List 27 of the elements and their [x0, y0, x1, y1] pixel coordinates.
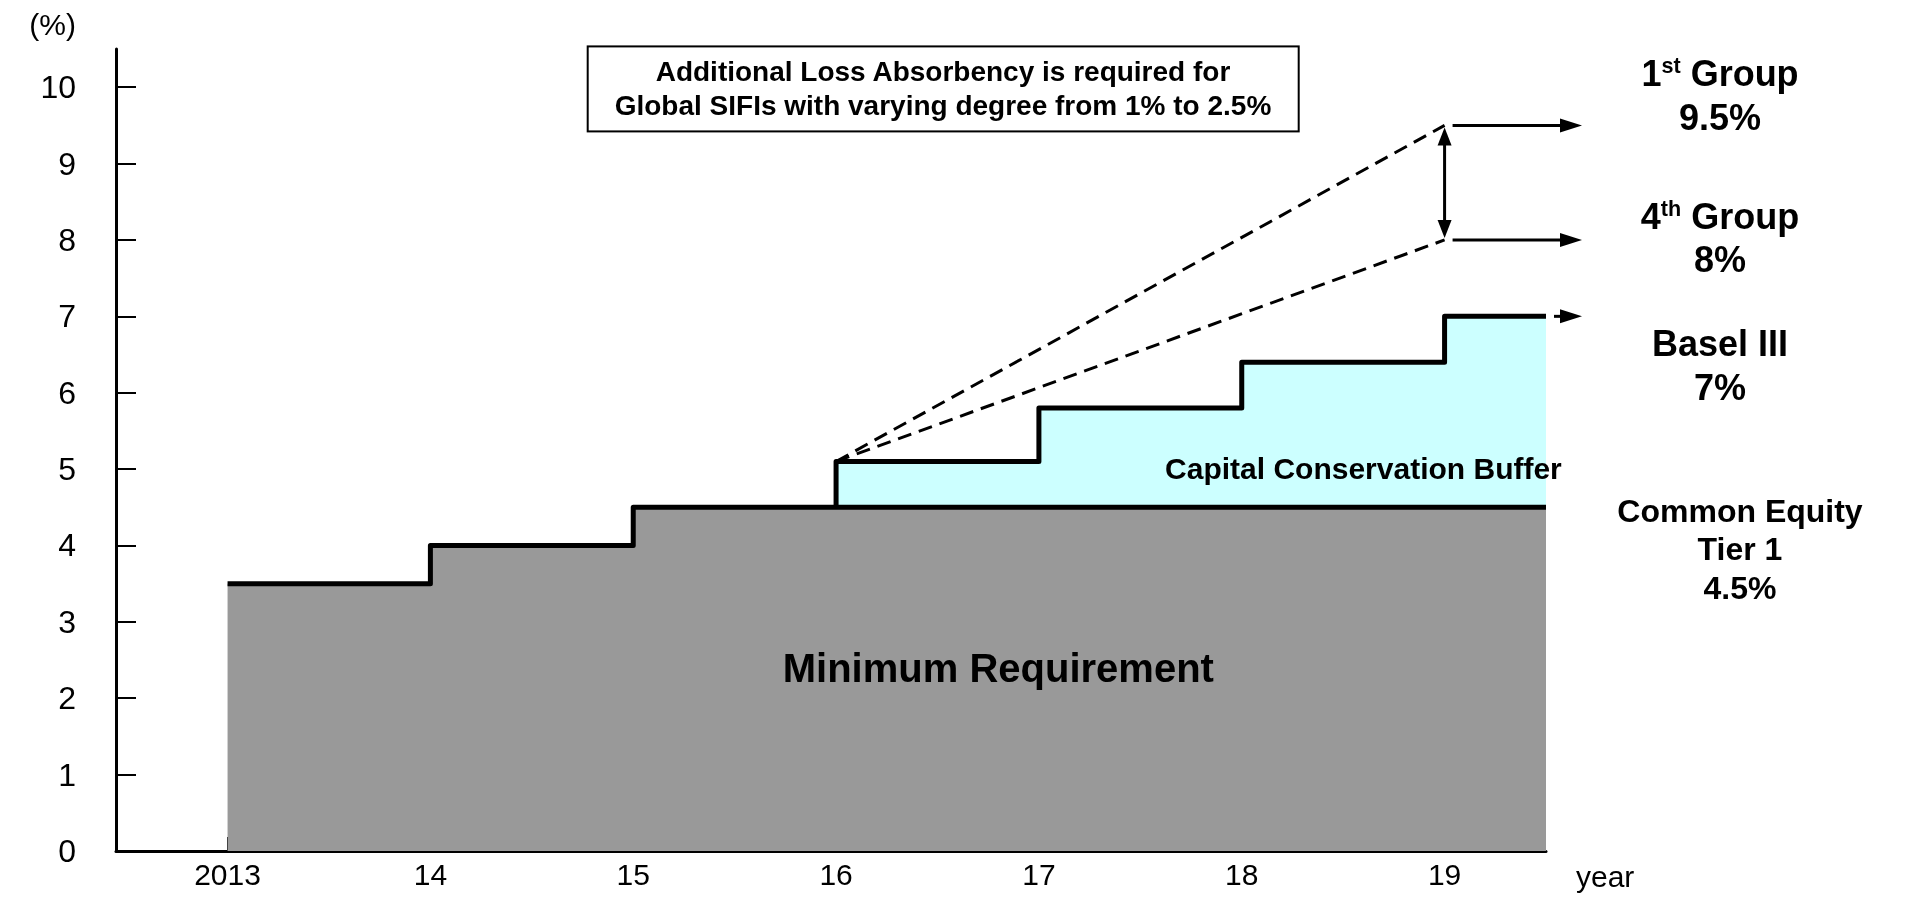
series-label: Minimum Requirement: [782, 644, 1214, 692]
y-tick-label: 5: [58, 451, 76, 488]
y-tick-label: 3: [58, 603, 76, 640]
y-tick-label: 6: [58, 374, 76, 411]
x-tick-label: 14: [413, 857, 448, 891]
x-tick-label: 19: [1427, 857, 1462, 891]
text: Common Equity Tier 1 4.5%: [1617, 492, 1863, 608]
text: 1$^{st}$ Group 9.5%: [1641, 52, 1799, 139]
x-tick-label: 16: [819, 857, 853, 891]
x-tick-label: 17: [1022, 857, 1056, 891]
y-tick-label: 9: [58, 145, 76, 182]
y-tick-label: 0: [58, 833, 76, 869]
x-tick-label: 15: [616, 857, 650, 891]
x-tick-label: 2013: [194, 857, 261, 891]
x-axis-title: year: [1576, 859, 1635, 893]
text: 4$^{th}$ Group 8%: [1640, 194, 1800, 282]
y-tick-label: 4: [58, 527, 76, 564]
y-tick-label: 1: [58, 756, 76, 793]
y-tick-label: 7: [58, 298, 76, 335]
annotation: Additional Loss Absorbency is required for Global SIFIs with varying degree from 1% to 2.5%: [586, 45, 1300, 133]
y-tick-label: 8: [58, 221, 76, 258]
x-tick-label: 18: [1225, 857, 1259, 891]
series-label: Capital Conservation Buffer: [1165, 451, 1562, 488]
text: Basel III 7%: [1651, 322, 1789, 409]
y-axis-title: (%): [29, 7, 76, 41]
y-tick-label: 2: [58, 680, 76, 717]
y-tick-label: 10: [40, 69, 76, 106]
